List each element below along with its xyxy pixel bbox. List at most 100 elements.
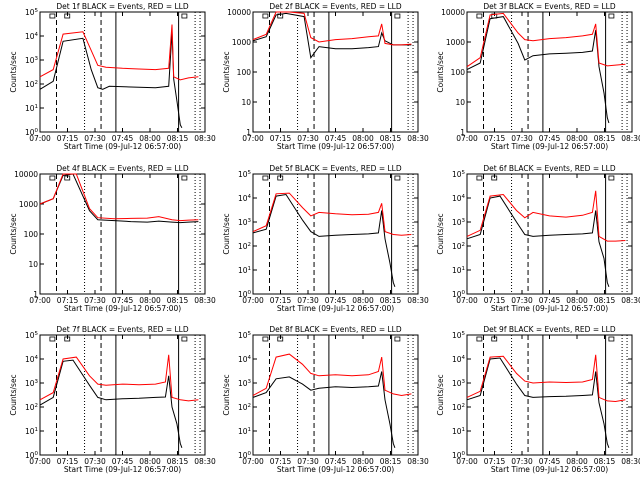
series-line-lld xyxy=(39,173,199,222)
y-tick-label: 10000 xyxy=(441,8,465,17)
x-tick-label: 07:45 xyxy=(539,296,561,305)
x-tick-label: 07:45 xyxy=(112,457,134,466)
x-tick-label: 08:00 xyxy=(139,457,161,466)
marker-box xyxy=(608,175,615,181)
y-tick-label: 102 xyxy=(25,80,38,89)
x-tick-label: 08:15 xyxy=(167,457,189,466)
x-tick-label: 07:00 xyxy=(456,134,478,143)
x-tick-label: 08:15 xyxy=(380,457,402,466)
x-tick-label: 08:30 xyxy=(407,457,429,466)
panel-title: Det 8f BLACK = Events, RED = LLD xyxy=(269,325,402,334)
y-tick-label: 104 xyxy=(25,355,39,364)
x-tick-label: 07:15 xyxy=(484,134,506,143)
panel-title: Det 9f BLACK = Events, RED = LLD xyxy=(483,325,616,334)
marker-box xyxy=(476,175,483,181)
plot-frame xyxy=(39,11,206,133)
y-tick-label: 102 xyxy=(25,403,38,412)
y-tick-label: 100 xyxy=(25,451,39,460)
x-tick-label: 07:30 xyxy=(297,457,319,466)
panel-det-3f: Det 3f BLACK = Events, RED = LLD 1 10 100 10… xyxy=(436,2,640,151)
x-tick-label: 07:15 xyxy=(270,457,292,466)
x-tick-label: 07:30 xyxy=(297,296,319,305)
x-tick-label: 07:45 xyxy=(325,457,347,466)
marker-box xyxy=(262,336,269,342)
marker-box xyxy=(181,13,188,19)
y-tick-label: 105 xyxy=(238,170,252,179)
x-tick-label: 07:30 xyxy=(84,134,106,143)
y-tick-label: 101 xyxy=(238,427,251,436)
y-tick-label: 105 xyxy=(452,331,466,340)
x-tick-label: 08:15 xyxy=(380,296,402,305)
x-tick-label: 07:00 xyxy=(242,296,264,305)
series-line-lld xyxy=(466,190,626,242)
marker-box xyxy=(181,336,188,342)
y-tick-label: 104 xyxy=(238,194,252,203)
x-tick-label: 07:15 xyxy=(484,296,506,305)
x-tick-label: 08:00 xyxy=(566,457,588,466)
panel-det-2f: Det 2f BLACK = Events, RED = LLD 1 10 100 10… xyxy=(222,2,429,151)
series-line-events xyxy=(466,195,610,287)
x-tick-label: 08:30 xyxy=(194,134,216,143)
series-line-lld xyxy=(252,353,412,397)
y-axis-label: Counts/sec xyxy=(222,51,231,92)
x-tick-label: 07:00 xyxy=(29,457,51,466)
x-axis-label: Start Time (09-Jul-12 06:57:00) xyxy=(277,304,394,313)
x-tick-label: 07:30 xyxy=(511,457,533,466)
marker-box xyxy=(49,175,56,181)
x-tick-label: 07:45 xyxy=(325,296,347,305)
panel-det-4f: Det 4f BLACK = Events, RED = LLD 1 10 100 10… xyxy=(9,164,216,313)
x-tick-label: 08:00 xyxy=(352,134,374,143)
series-line-events xyxy=(466,357,610,448)
marker-box xyxy=(262,13,269,19)
y-tick-label: 1000 xyxy=(19,200,38,209)
y-tick-label: 104 xyxy=(452,194,466,203)
y-tick-label: 101 xyxy=(238,266,251,275)
x-tick-label: 08:15 xyxy=(167,296,189,305)
y-tick-label: 100 xyxy=(238,290,252,299)
y-axis-label: Counts/sec xyxy=(222,374,231,415)
y-tick-label: 102 xyxy=(452,403,465,412)
panel-title: Det 6f BLACK = Events, RED = LLD xyxy=(483,164,616,173)
y-tick-label: 103 xyxy=(452,218,466,227)
y-tick-label: 103 xyxy=(238,379,252,388)
series-line-lld xyxy=(252,192,412,236)
x-tick-label: 08:00 xyxy=(139,134,161,143)
y-tick-label: 100 xyxy=(24,230,39,239)
x-axis-label: Start Time (09-Jul-12 06:57:00) xyxy=(64,142,181,151)
x-tick-label: 07:15 xyxy=(57,134,79,143)
y-tick-label: 103 xyxy=(452,379,466,388)
x-tick-label: 07:15 xyxy=(270,134,292,143)
plot-frame xyxy=(39,334,206,456)
marker-box xyxy=(476,13,483,19)
y-tick-label: 102 xyxy=(238,242,251,251)
x-tick-label: 08:00 xyxy=(139,296,161,305)
y-tick-label: 101 xyxy=(25,427,38,436)
panel-title: Det 7f BLACK = Events, RED = LLD xyxy=(56,325,189,334)
series-line-events xyxy=(39,31,183,129)
panel-title: Det 1f BLACK = Events, RED = LLD xyxy=(56,2,189,11)
panel-title: Det 2f BLACK = Events, RED = LLD xyxy=(269,2,402,11)
x-tick-label: 07:45 xyxy=(539,457,561,466)
panel-det-7f: Det 7f BLACK = Events, RED = LLD 100 101 10… xyxy=(9,325,216,474)
series-line-lld xyxy=(39,354,199,402)
y-axis-label: Counts/sec xyxy=(9,51,18,92)
x-axis-label: Start Time (09-Jul-12 06:57:00) xyxy=(491,142,608,151)
x-tick-label: 08:15 xyxy=(380,134,402,143)
x-tick-label: 08:00 xyxy=(566,296,588,305)
x-axis-label: Start Time (09-Jul-12 06:57:00) xyxy=(491,304,608,313)
series-line-lld xyxy=(39,24,199,81)
series-line-lld xyxy=(252,11,412,46)
x-axis-label: Start Time (09-Jul-12 06:57:00) xyxy=(277,465,394,474)
series-line-events xyxy=(39,359,183,448)
y-tick-label: 102 xyxy=(238,403,251,412)
x-tick-label: 07:00 xyxy=(242,457,264,466)
y-tick-label: 100 xyxy=(452,451,466,460)
panel-det-5f: Det 5f BLACK = Events, RED = LLD 100 101 10… xyxy=(222,164,429,313)
x-tick-label: 07:15 xyxy=(57,296,79,305)
x-tick-label: 07:00 xyxy=(242,134,264,143)
x-tick-label: 08:00 xyxy=(566,134,588,143)
x-tick-label: 07:00 xyxy=(29,134,51,143)
x-tick-label: 07:15 xyxy=(270,296,292,305)
x-axis-label: Start Time (09-Jul-12 06:57:00) xyxy=(277,142,394,151)
y-tick-label: 100 xyxy=(25,128,39,137)
